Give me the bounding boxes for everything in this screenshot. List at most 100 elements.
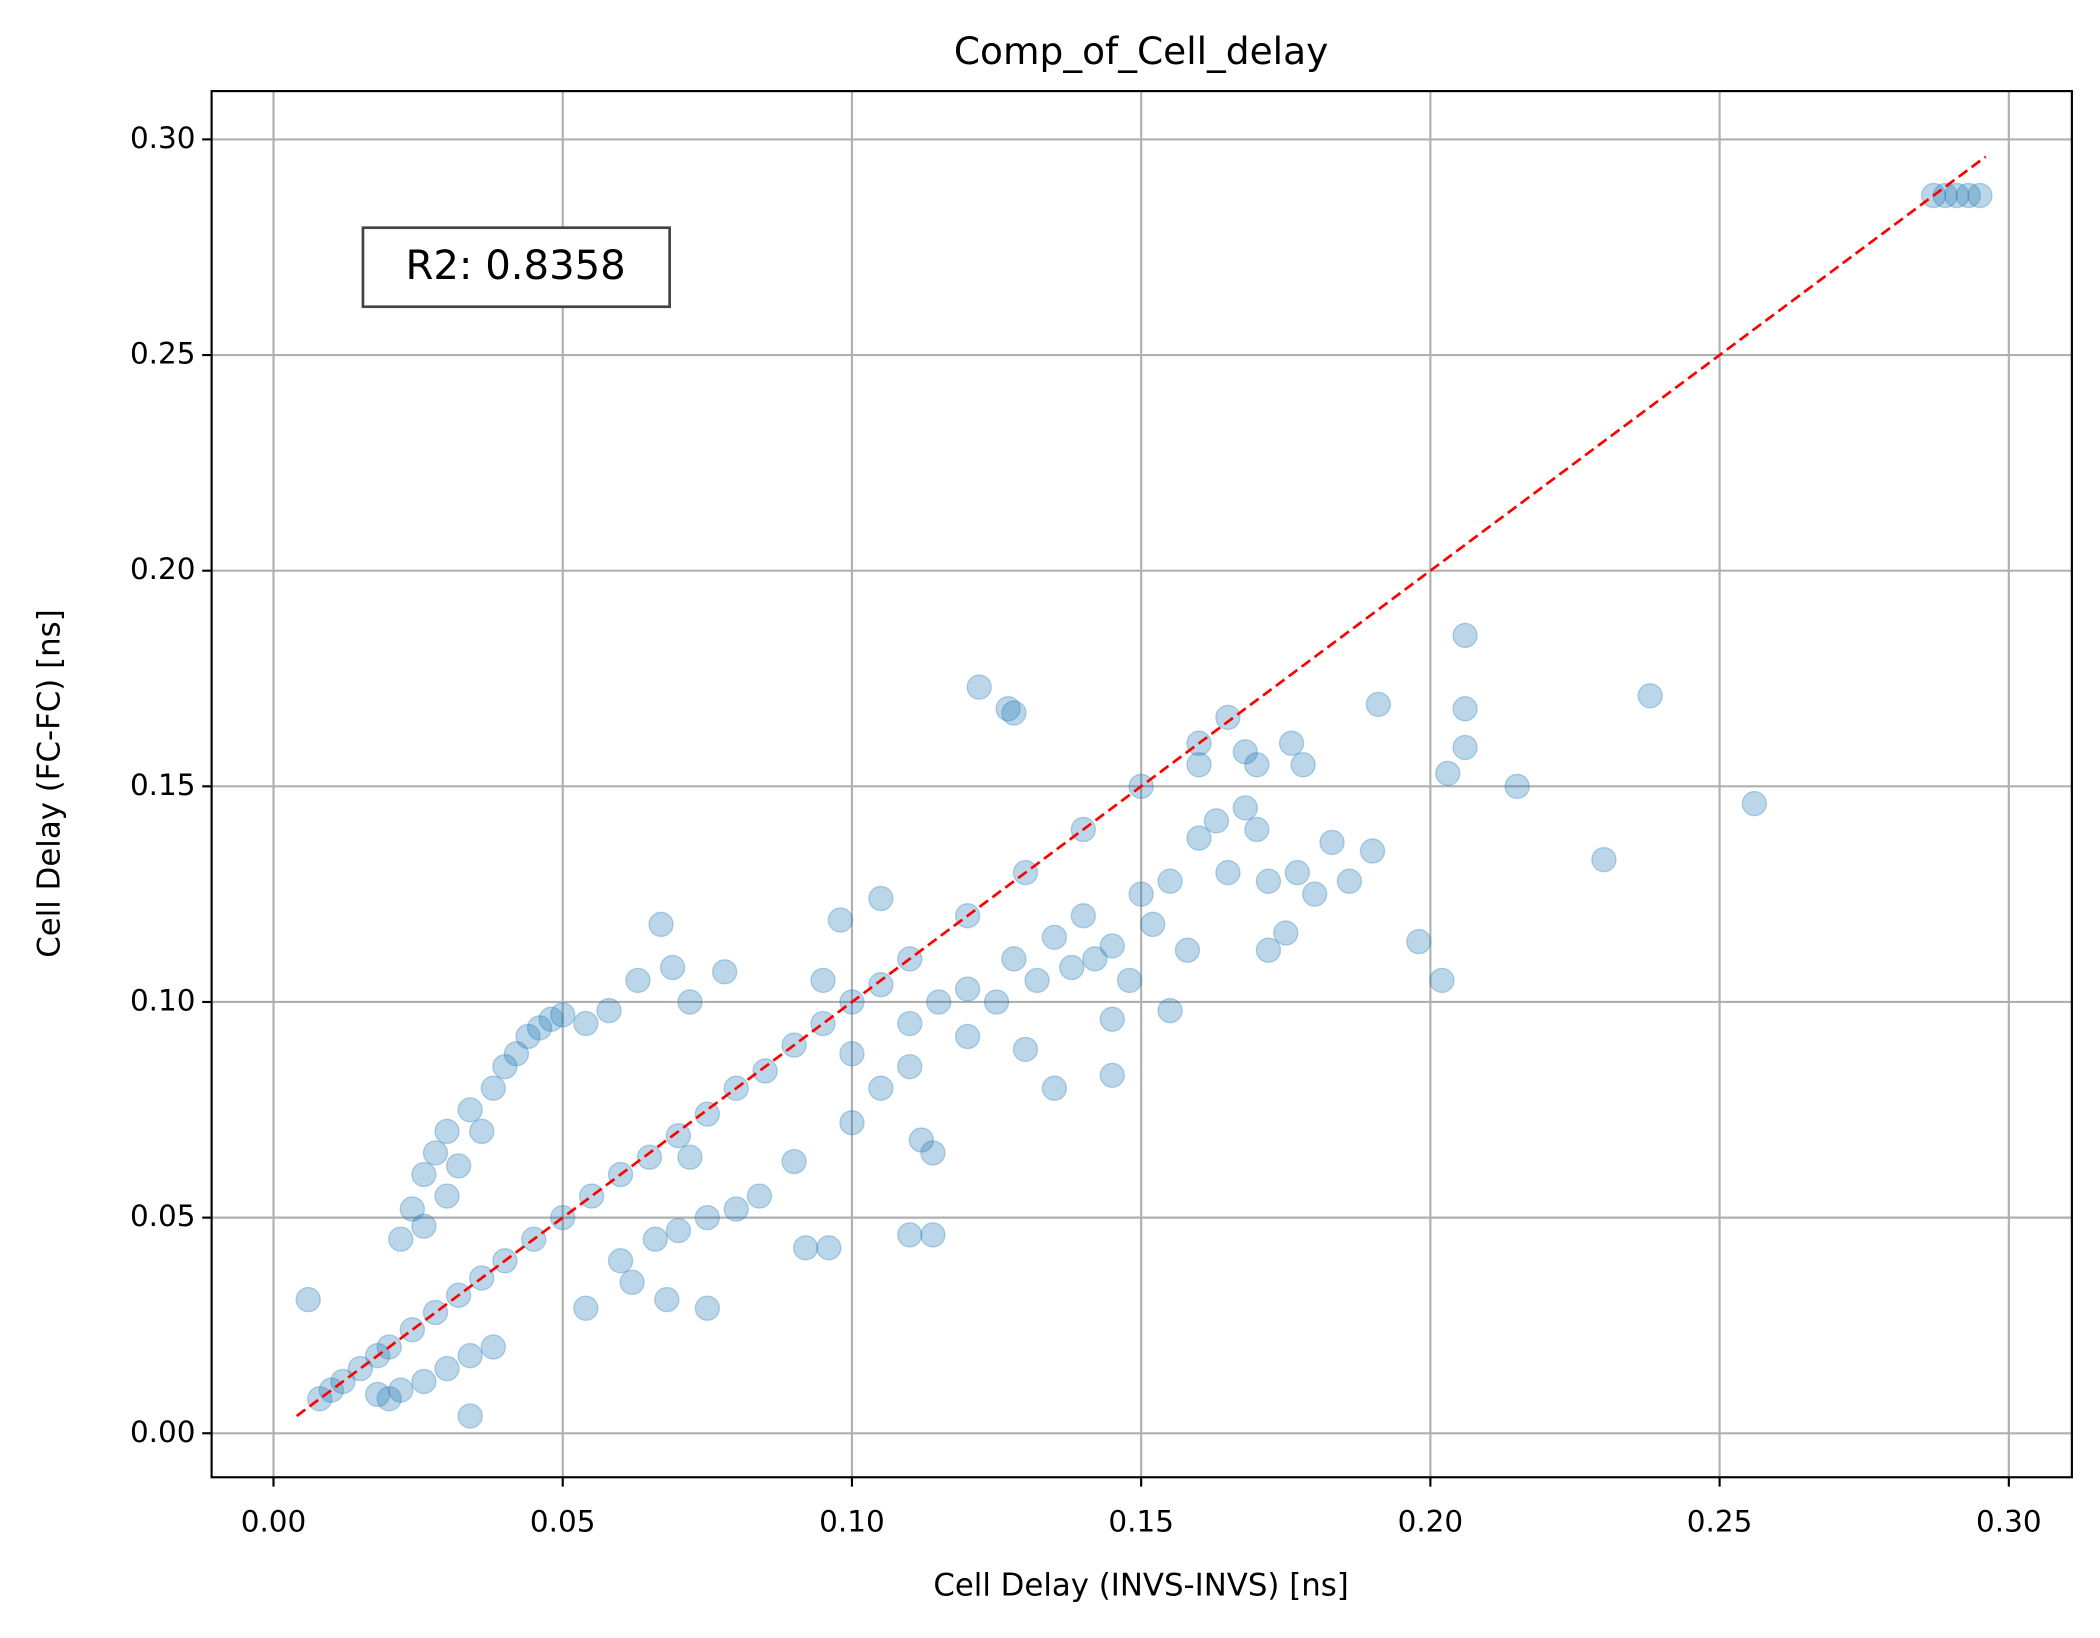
point <box>1099 1006 1125 1032</box>
point <box>636 1144 663 1170</box>
point <box>1967 182 1993 209</box>
point <box>908 1127 935 1153</box>
point <box>596 997 622 1024</box>
point <box>983 989 1010 1015</box>
point <box>1255 937 1282 963</box>
point <box>364 1381 391 1408</box>
point <box>839 1041 865 1067</box>
point <box>457 1403 483 1429</box>
x-tick-label: 0.15 <box>1108 1504 1174 1538</box>
point <box>526 1015 553 1041</box>
point <box>1041 1075 1068 1101</box>
y-tick-label: 0.20 <box>130 552 196 586</box>
point <box>573 1295 599 1321</box>
point <box>1099 1062 1125 1089</box>
x-tick-label: 0.00 <box>241 1504 307 1538</box>
point <box>1290 752 1316 778</box>
point <box>839 1110 865 1136</box>
point <box>1955 182 1982 209</box>
point <box>659 954 686 981</box>
point <box>1082 946 1108 972</box>
point <box>897 1222 923 1248</box>
point <box>1232 795 1259 821</box>
y-axis-label: Cell Delay (FC-FC) [ns] <box>31 609 67 957</box>
point <box>469 1118 495 1145</box>
point <box>1001 946 1027 972</box>
point <box>792 1235 819 1261</box>
y-tick-label: 0.05 <box>130 1199 196 1233</box>
x-tick-label: 0.05 <box>530 1504 596 1538</box>
point <box>868 972 894 998</box>
point <box>1203 808 1230 834</box>
point <box>422 1140 449 1166</box>
point <box>897 1010 923 1037</box>
point <box>1128 881 1154 907</box>
point <box>538 1006 564 1032</box>
point <box>411 1213 437 1239</box>
point <box>578 1183 605 1209</box>
point <box>1232 739 1259 765</box>
point <box>1215 704 1241 731</box>
point <box>434 1355 460 1382</box>
point <box>723 1196 749 1222</box>
point <box>954 976 981 1002</box>
point <box>1336 868 1363 894</box>
point <box>1452 695 1478 722</box>
point <box>868 885 894 912</box>
point <box>376 1386 402 1412</box>
point <box>1157 868 1183 894</box>
point <box>619 1269 645 1296</box>
point <box>388 1377 414 1403</box>
point <box>665 1122 692 1149</box>
point <box>995 695 1021 722</box>
point <box>677 989 703 1015</box>
point <box>827 907 854 933</box>
point <box>752 1058 778 1084</box>
point <box>654 1286 680 1313</box>
point <box>1452 622 1478 649</box>
y-tick-label: 0.00 <box>130 1415 196 1449</box>
point <box>480 1334 507 1360</box>
point <box>1273 920 1299 946</box>
point <box>399 1317 426 1343</box>
point <box>480 1075 507 1101</box>
plot-frame <box>210 90 2073 1479</box>
point <box>1012 1036 1039 1063</box>
point <box>1319 829 1345 856</box>
x-tick-label: 0.20 <box>1398 1504 1464 1538</box>
point <box>492 1053 518 1080</box>
point <box>422 1299 449 1326</box>
point <box>1059 954 1085 981</box>
x-tick-label: 0.25 <box>1687 1504 1753 1538</box>
point <box>515 1023 541 1050</box>
x-axis-label: Cell Delay (INVS-INVS) [ns] <box>933 1568 1348 1604</box>
point <box>1174 937 1201 963</box>
point <box>1278 730 1305 756</box>
point <box>677 1144 703 1170</box>
point <box>1157 997 1183 1024</box>
point <box>1591 846 1617 873</box>
point <box>1041 924 1068 951</box>
x-tick-label: 0.10 <box>819 1504 885 1538</box>
point <box>816 1235 842 1261</box>
point <box>607 1248 634 1274</box>
point <box>954 1023 981 1050</box>
point <box>1637 683 1663 709</box>
point <box>411 1161 437 1188</box>
point <box>810 967 836 994</box>
point <box>648 911 674 938</box>
point <box>457 1342 483 1369</box>
point <box>411 1368 437 1395</box>
point <box>711 959 738 985</box>
point <box>920 1222 946 1248</box>
point <box>1140 911 1166 938</box>
point <box>1301 881 1328 907</box>
point <box>1504 773 1530 800</box>
point <box>781 1148 807 1175</box>
point <box>1359 838 1386 864</box>
point <box>549 1002 576 1028</box>
point <box>1244 752 1270 778</box>
point <box>1741 790 1768 817</box>
point <box>503 1041 530 1067</box>
point <box>694 1101 721 1127</box>
